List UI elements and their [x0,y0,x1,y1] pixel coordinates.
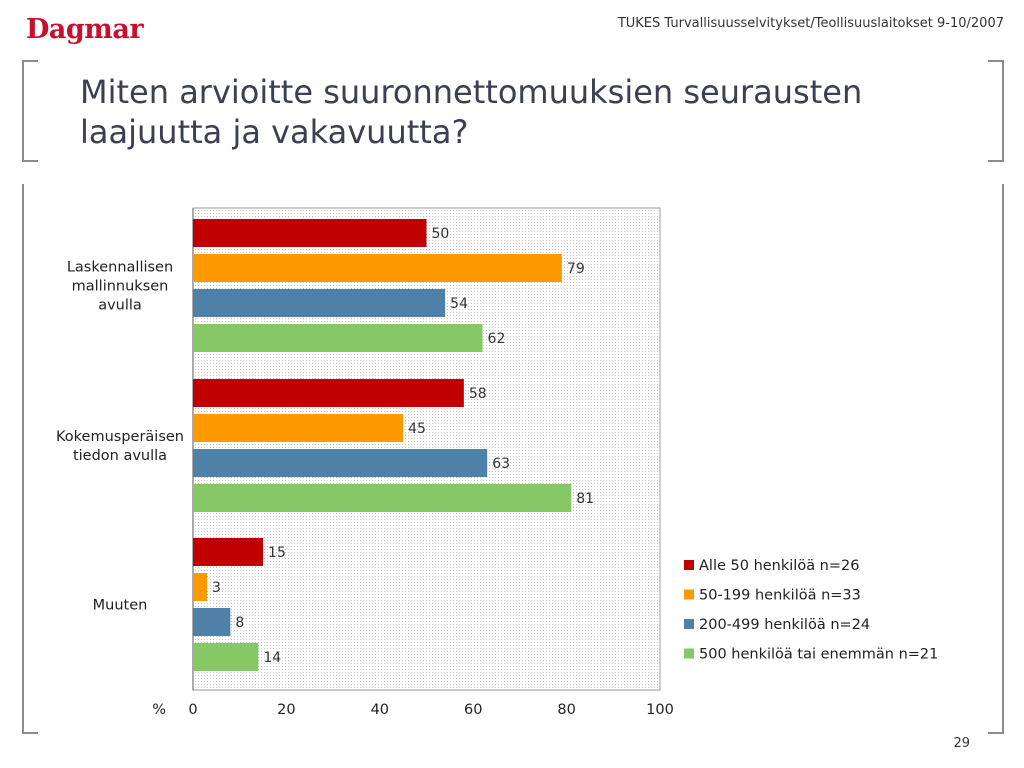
legend-label-0: Alle 50 henkilöä n=26 [699,558,859,574]
frame-bracket-bottom-right [988,184,1004,734]
x-tick-label-60: 60 [464,702,482,718]
legend-swatch-3 [684,648,694,659]
legend-label-3: 500 henkilöä tai enemmän n=21 [699,647,938,663]
legend-swatch-2 [684,619,694,629]
frame-bracket-bottom-left [22,184,38,734]
data-label-series-2-cat-0: 54 [450,296,468,312]
bar-series-2-cat-2 [193,608,231,636]
header-source: TUKES Turvallisuusselvitykset/Teollisuus… [617,16,1004,31]
slide-title-line-1: Miten arvioitte suuronnettomuuksien seur… [80,73,863,111]
bar-series-3-cat-0 [193,324,483,352]
data-label-series-3-cat-0: 62 [488,331,506,347]
bar-series-0-cat-2 [193,538,264,566]
data-label-series-0-cat-1: 58 [469,386,487,402]
data-label-series-2-cat-1: 63 [492,456,510,472]
frame-bracket-top-right [988,60,1004,162]
category-label-1-line-1: tiedon avulla [73,448,167,464]
slide-title: Miten arvioitte suuronnettomuuksien seur… [80,72,980,152]
category-label-1-line-0: Kokemusperäisen [56,429,184,445]
category-label-2-line-0: Muuten [93,598,148,614]
slide-title-line-2: laajuutta ja vakavuutta? [80,113,469,151]
data-label-series-1-cat-2: 3 [212,580,221,596]
data-label-series-3-cat-1: 81 [576,491,594,507]
bar-series-3-cat-2 [193,643,259,671]
x-tick-label-100: 100 [646,702,674,718]
x-axis-label: % [152,702,166,718]
data-label-series-2-cat-2: 8 [235,615,244,631]
bar-series-1-cat-1 [193,414,404,442]
legend-label-1: 50-199 henkilöä n=33 [699,588,861,604]
bar-series-3-cat-1 [193,484,572,512]
bar-series-1-cat-2 [193,573,208,601]
x-tick-label-40: 40 [371,702,389,718]
dagmar-logo: Dagmar [26,14,144,45]
bar-series-0-cat-1 [193,379,464,407]
data-label-series-3-cat-2: 14 [263,650,281,666]
legend-swatch-0 [684,560,694,570]
bar-series-0-cat-0 [193,219,427,247]
bar-series-2-cat-1 [193,449,488,477]
data-label-series-1-cat-0: 79 [567,261,585,277]
data-label-series-1-cat-1: 45 [408,421,426,437]
x-tick-label-20: 20 [277,702,295,718]
data-label-series-0-cat-0: 50 [432,226,450,242]
x-tick-label-0: 0 [188,702,197,718]
x-tick-label-80: 80 [557,702,575,718]
data-label-series-0-cat-2: 15 [268,545,286,561]
category-label-0-line-2: avulla [98,298,142,314]
category-label-0-line-1: mallinnuksen [72,279,169,295]
page-number: 29 [953,736,970,751]
category-label-0-line-0: Laskennallisen [67,260,173,276]
legend-swatch-1 [684,589,694,600]
bar-series-2-cat-0 [193,289,446,317]
legend-label-2: 200-499 henkilöä n=24 [699,617,870,633]
bar-series-1-cat-0 [193,254,562,282]
frame-bracket-top-left [22,60,38,162]
